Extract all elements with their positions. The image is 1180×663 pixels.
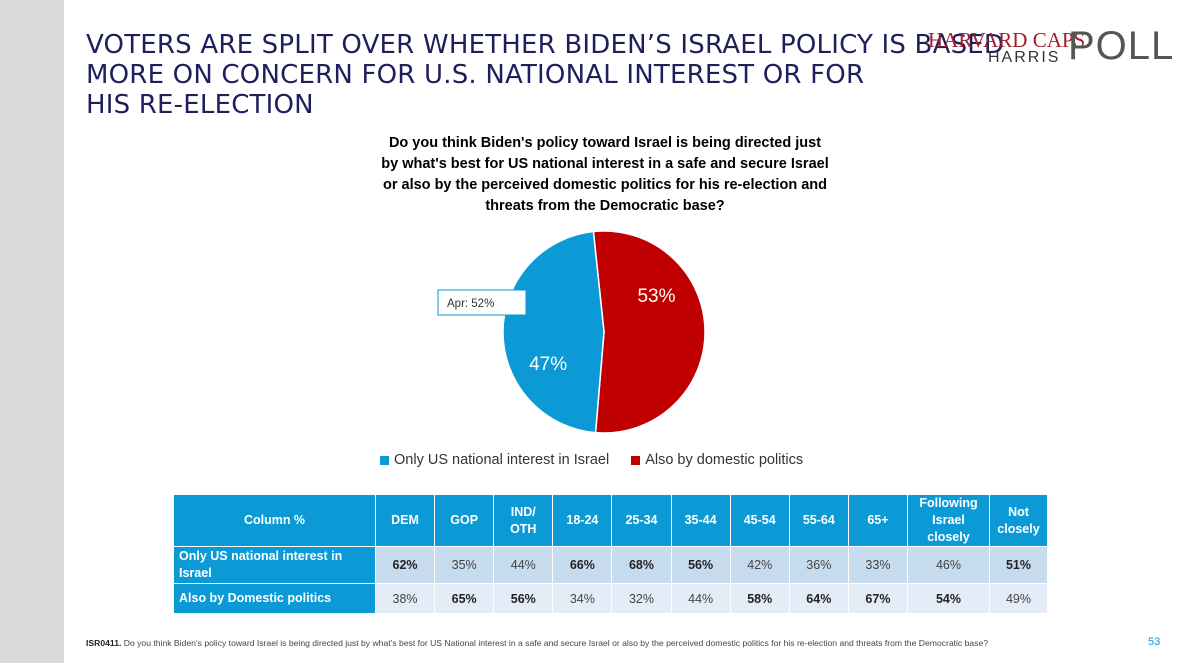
slice-label-domestic: 53% xyxy=(637,286,675,307)
title-line: VOTERS ARE SPLIT OVER WHETHER BIDEN’S IS… xyxy=(86,30,1005,60)
column-header: 65+ xyxy=(847,494,909,547)
table-cell: 66% xyxy=(552,546,613,584)
slide-title: VOTERS ARE SPLIT OVER WHETHER BIDEN’S IS… xyxy=(86,30,1005,120)
table-cell: 32% xyxy=(611,583,672,614)
legend-item: Only US national interest in Israel xyxy=(380,452,609,468)
table-cell: 62% xyxy=(374,546,436,584)
legend-swatch-red xyxy=(631,455,641,465)
table-cell: 54% xyxy=(907,583,990,614)
table-cell: 35% xyxy=(434,546,495,584)
table-row: Also by Domestic politics 38% 65% 56% 34… xyxy=(173,583,1048,614)
pie-slice-national-interest xyxy=(502,230,605,434)
table-cell: 51% xyxy=(989,546,1048,584)
pie-slice-domestic-politics xyxy=(592,230,706,434)
column-header: Column % xyxy=(173,494,376,547)
table-header-row: Column % DEM GOP IND/ OTH 18-24 25-34 35… xyxy=(173,494,1048,547)
left-margin-bar xyxy=(0,0,64,663)
table-cell: 56% xyxy=(670,546,731,584)
table-cell: 44% xyxy=(670,583,731,614)
logo-poll: POLL xyxy=(1068,24,1175,68)
page-number: 53 xyxy=(1148,636,1161,648)
column-header: IND/ OTH xyxy=(493,494,554,547)
row-label: Only US national interest in Israel xyxy=(173,546,376,584)
table-cell: 65% xyxy=(434,583,495,614)
legend-label: Only US national interest in Israel xyxy=(394,452,610,468)
title-line: MORE ON CONCERN FOR U.S. NATIONAL INTERE… xyxy=(86,60,865,90)
table-cell: 68% xyxy=(611,546,672,584)
legend-label: Also by domestic politics xyxy=(645,452,804,468)
column-header: 45-54 xyxy=(729,494,790,547)
table-cell: 58% xyxy=(729,583,790,614)
table-cell: 64% xyxy=(788,583,849,614)
table-cell: 46% xyxy=(907,546,990,584)
footnote-text: Do you think Biden’s policy toward Israe… xyxy=(121,638,989,648)
logo-harris: HARRIS xyxy=(988,49,1061,66)
column-header: 35-44 xyxy=(670,494,731,547)
harvard-caps-harris-poll-logo: HARVARD CAPS HARRIS POLL xyxy=(928,24,1173,70)
table-cell: 33% xyxy=(847,546,909,584)
table-row: Only US national interest in Israel 62% … xyxy=(173,546,1048,584)
column-header: 25-34 xyxy=(611,494,672,547)
table-cell: 38% xyxy=(374,583,436,614)
prior-wave-callout: Apr: 52% xyxy=(437,289,527,316)
slice-label-national: 47% xyxy=(529,354,567,375)
table-cell: 34% xyxy=(552,583,613,614)
column-header: 55-64 xyxy=(788,494,849,547)
table-cell: 49% xyxy=(989,583,1048,614)
row-label: Also by Domestic politics xyxy=(173,583,376,614)
column-header: GOP xyxy=(434,494,495,547)
question-code: ISR0411. xyxy=(86,638,122,648)
legend-swatch-blue xyxy=(380,455,389,465)
column-header: Not closely xyxy=(989,494,1048,547)
chart-legend: Only US national interest in Israel Also… xyxy=(380,452,803,468)
footnote: ISR0411. Do you think Biden’s policy tow… xyxy=(86,638,988,648)
column-header: DEM xyxy=(374,494,436,547)
logo-harvard-caps: HARVARD CAPS xyxy=(928,28,1086,52)
table-cell: 44% xyxy=(493,546,554,584)
column-header: Following Israel closely xyxy=(907,494,990,547)
table-cell: 67% xyxy=(847,583,909,614)
table-cell: 36% xyxy=(788,546,849,584)
title-line: HIS RE-ELECTION xyxy=(86,90,314,120)
chart-question: Do you think Biden's policy toward Israe… xyxy=(381,135,829,214)
column-header: 18-24 xyxy=(552,494,613,547)
callout-text: Apr: 52% xyxy=(447,298,494,310)
table-cell: 56% xyxy=(493,583,554,614)
legend-item: Also by domestic politics xyxy=(631,452,803,468)
crosstab-table: Column % DEM GOP IND/ OTH 18-24 25-34 35… xyxy=(173,494,1048,614)
table-cell: 42% xyxy=(729,546,790,584)
